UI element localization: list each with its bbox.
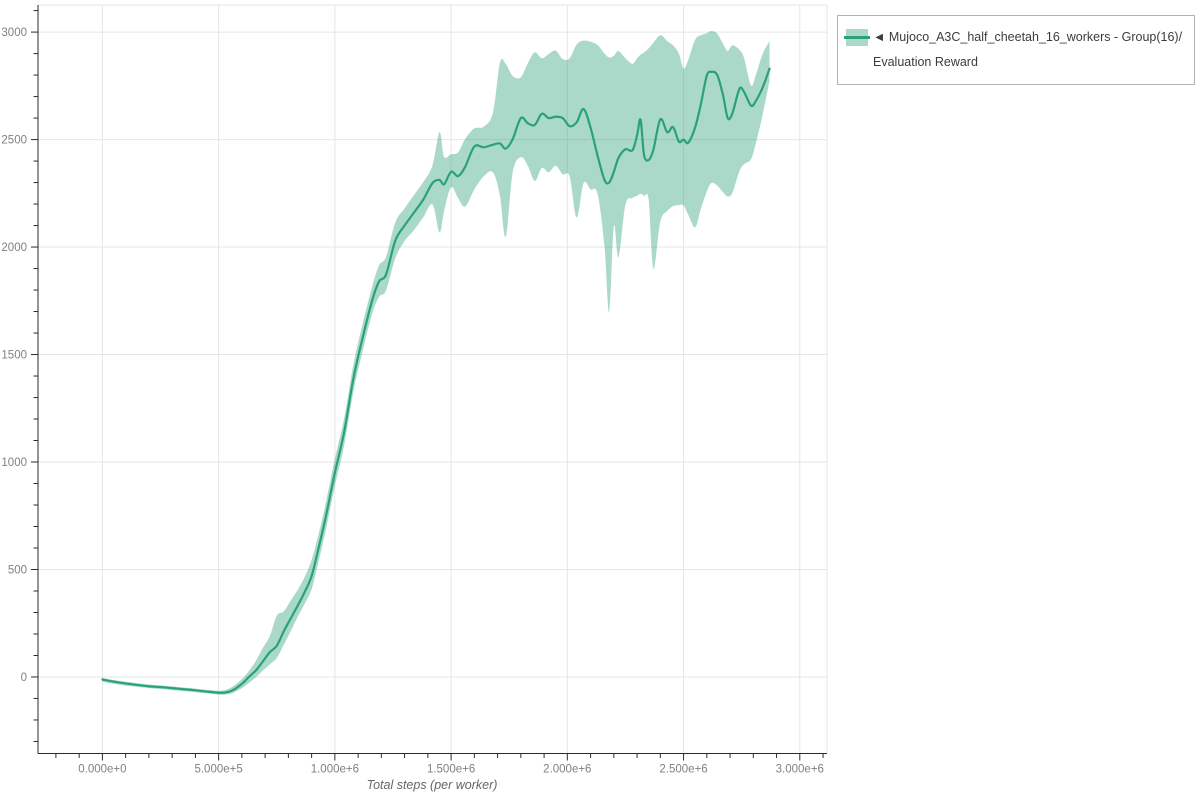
y-tick-label: 1500 bbox=[1, 350, 27, 362]
y-tick-label: 2000 bbox=[1, 242, 27, 254]
legend-swatch-line-icon bbox=[844, 36, 870, 39]
x-tick-label: 2.500e+6 bbox=[659, 764, 707, 776]
plot-outline bbox=[38, 4, 828, 754]
axes-layer bbox=[31, 5, 827, 761]
y-tick-label: 1000 bbox=[1, 457, 27, 469]
legend[interactable]: ◄ Mujoco_A3C_half_cheetah_16_workers - G… bbox=[837, 15, 1195, 85]
grid-layer bbox=[38, 5, 827, 754]
x-tick-label: 5.000e+5 bbox=[194, 764, 242, 776]
y-tick-label: 0 bbox=[21, 672, 27, 684]
x-tick-label: 1.000e+6 bbox=[311, 764, 359, 776]
mean-line bbox=[101, 67, 771, 694]
tick-label-layer: 0.000e+0 5.000e+5 1.000e+6 1.500e+6 2.000e+6… bbox=[1, 27, 824, 775]
y-tick-label: 3000 bbox=[1, 27, 27, 39]
legend-swatch-band-icon bbox=[844, 29, 870, 46]
x-axis-title: Total steps (per worker) bbox=[367, 778, 498, 792]
y-tick-label: 500 bbox=[8, 564, 27, 576]
legend-item-label: ◄ Mujoco_A3C_half_cheetah_16_workers - G… bbox=[873, 30, 1183, 69]
y-tick-label: 2500 bbox=[1, 135, 27, 147]
x-tick-label: 2.000e+6 bbox=[543, 764, 591, 776]
x-tick-label: 1.500e+6 bbox=[427, 764, 475, 776]
series-layer bbox=[101, 31, 771, 695]
confidence-band bbox=[102, 31, 770, 695]
x-tick-label: 3.000e+6 bbox=[776, 764, 824, 776]
x-tick-label: 0.000e+0 bbox=[78, 764, 126, 776]
